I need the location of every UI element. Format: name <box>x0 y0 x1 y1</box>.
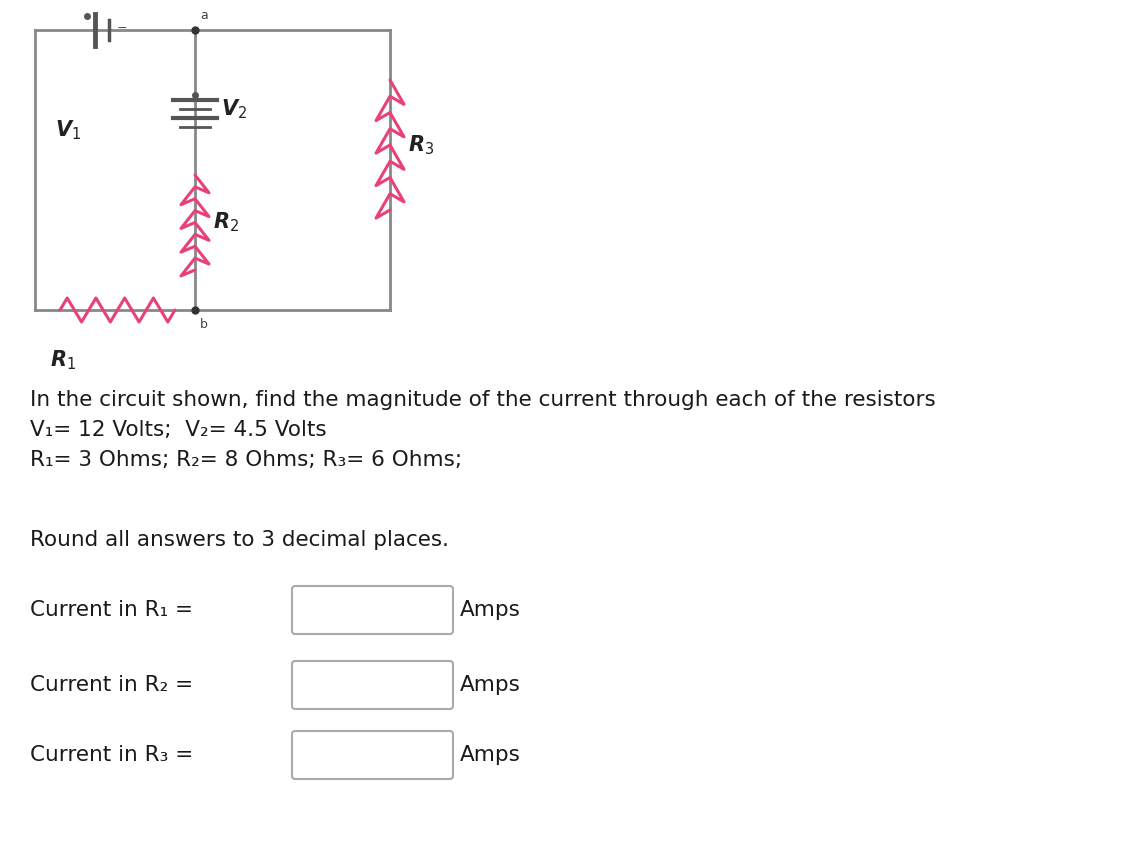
Text: R₁= 3 Ohms; R₂= 8 Ohms; R₃= 6 Ohms;: R₁= 3 Ohms; R₂= 8 Ohms; R₃= 6 Ohms; <box>31 450 462 470</box>
Text: V₁= 12 Volts;  V₂= 4.5 Volts: V₁= 12 Volts; V₂= 4.5 Volts <box>31 420 327 440</box>
Text: R$_1$: R$_1$ <box>50 348 76 371</box>
Text: Amps: Amps <box>460 745 521 765</box>
Text: b: b <box>200 318 208 331</box>
Text: R$_2$: R$_2$ <box>213 210 239 234</box>
Text: Amps: Amps <box>460 675 521 695</box>
Text: V$_1$: V$_1$ <box>55 118 82 141</box>
Text: Current in R₃ =: Current in R₃ = <box>31 745 194 765</box>
Text: Current in R₁ =: Current in R₁ = <box>31 600 192 620</box>
Text: Current in R₂ =: Current in R₂ = <box>31 675 194 695</box>
FancyBboxPatch shape <box>292 661 453 709</box>
Text: Amps: Amps <box>460 600 521 620</box>
Text: Round all answers to 3 decimal places.: Round all answers to 3 decimal places. <box>31 530 449 550</box>
Text: a: a <box>200 9 208 22</box>
Text: In the circuit shown, find the magnitude of the current through each of the resi: In the circuit shown, find the magnitude… <box>31 390 936 410</box>
Text: −: − <box>117 21 128 34</box>
FancyBboxPatch shape <box>292 731 453 779</box>
Text: R$_3$: R$_3$ <box>408 133 435 157</box>
FancyBboxPatch shape <box>292 586 453 634</box>
Text: V$_2$: V$_2$ <box>221 97 247 121</box>
